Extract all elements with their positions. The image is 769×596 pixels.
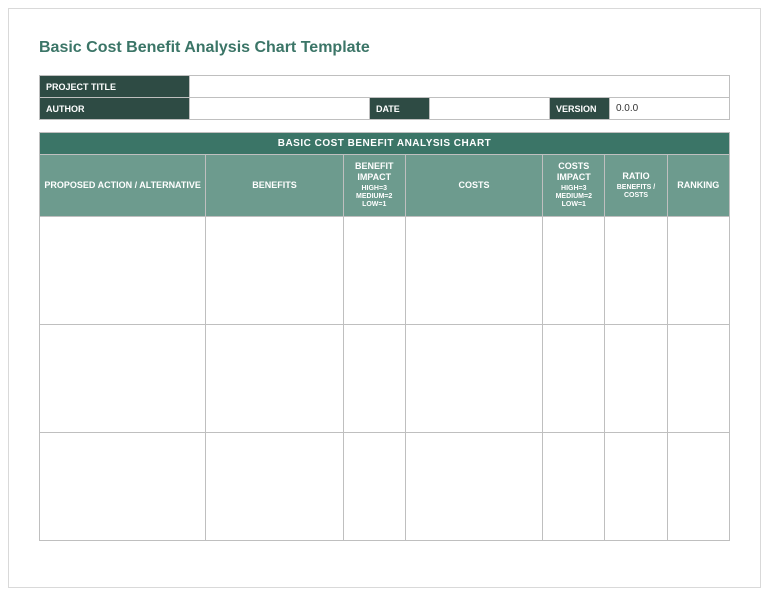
version-label: VERSION (549, 98, 609, 120)
template-sheet: Basic Cost Benefit Analysis Chart Templa… (8, 8, 761, 588)
cell-benefits[interactable] (206, 325, 343, 433)
cell-costs-impact[interactable] (543, 433, 605, 541)
cost-benefit-table: BASIC COST BENEFIT ANALYSIS CHART PROPOS… (39, 132, 730, 541)
cell-costs[interactable] (405, 217, 542, 325)
date-label: DATE (369, 98, 429, 120)
chart-container: BASIC COST BENEFIT ANALYSIS CHART PROPOS… (39, 132, 730, 541)
cell-ratio[interactable] (605, 325, 667, 433)
cell-costs[interactable] (405, 433, 542, 541)
col-costs-impact: COSTS IMPACT HIGH=3MEDIUM=2LOW=1 (543, 155, 605, 217)
col-label: COSTS (459, 180, 490, 190)
col-benefits: BENEFITS (206, 155, 343, 217)
chart-banner-row: BASIC COST BENEFIT ANALYSIS CHART (40, 133, 730, 155)
col-sublabel: HIGH=3MEDIUM=2LOW=1 (346, 185, 403, 210)
project-title-label: PROJECT TITLE (40, 76, 190, 98)
col-label: RATIO (622, 171, 649, 181)
cell-benefits[interactable] (206, 217, 343, 325)
author-value[interactable] (190, 98, 370, 120)
meta-row-project: PROJECT TITLE (40, 76, 730, 98)
cell-ranking[interactable] (667, 433, 729, 541)
col-sublabel: HIGH=3MEDIUM=2LOW=1 (545, 185, 602, 210)
col-label: PROPOSED ACTION / ALTERNATIVE (44, 180, 201, 190)
col-benefit-impact: BENEFIT IMPACT HIGH=3MEDIUM=2LOW=1 (343, 155, 405, 217)
cell-proposed[interactable] (40, 325, 206, 433)
table-row (40, 325, 730, 433)
cell-proposed[interactable] (40, 433, 206, 541)
chart-header-row: PROPOSED ACTION / ALTERNATIVE BENEFITS B… (40, 155, 730, 217)
cell-benefit-impact[interactable] (343, 325, 405, 433)
col-ratio: RATIO BENEFITS / COSTS (605, 155, 667, 217)
col-proposed-action: PROPOSED ACTION / ALTERNATIVE (40, 155, 206, 217)
meta-table: PROJECT TITLE AUTHOR DATE VERSION 0.0.0 (39, 75, 730, 120)
table-row (40, 217, 730, 325)
cell-costs-impact[interactable] (543, 217, 605, 325)
cell-ranking[interactable] (667, 217, 729, 325)
cell-ranking[interactable] (667, 325, 729, 433)
col-ranking: RANKING (667, 155, 729, 217)
col-costs: COSTS (405, 155, 542, 217)
author-label: AUTHOR (40, 98, 190, 120)
col-label: BENEFIT IMPACT (355, 161, 394, 182)
cell-proposed[interactable] (40, 217, 206, 325)
page-title: Basic Cost Benefit Analysis Chart Templa… (39, 39, 730, 57)
version-value[interactable]: 0.0.0 (609, 98, 729, 120)
meta-row-details: AUTHOR DATE VERSION 0.0.0 (40, 98, 730, 120)
cell-ratio[interactable] (605, 217, 667, 325)
chart-banner: BASIC COST BENEFIT ANALYSIS CHART (40, 133, 730, 155)
col-label: RANKING (677, 180, 719, 190)
cell-costs[interactable] (405, 325, 542, 433)
date-value[interactable] (429, 98, 549, 120)
col-label: COSTS IMPACT (557, 161, 591, 182)
cell-ratio[interactable] (605, 433, 667, 541)
project-title-value[interactable] (190, 76, 730, 98)
cell-costs-impact[interactable] (543, 325, 605, 433)
col-label: BENEFITS (252, 180, 297, 190)
col-sublabel: BENEFITS / COSTS (607, 184, 664, 201)
cell-benefits[interactable] (206, 433, 343, 541)
table-row (40, 433, 730, 541)
cell-benefit-impact[interactable] (343, 433, 405, 541)
cell-benefit-impact[interactable] (343, 217, 405, 325)
